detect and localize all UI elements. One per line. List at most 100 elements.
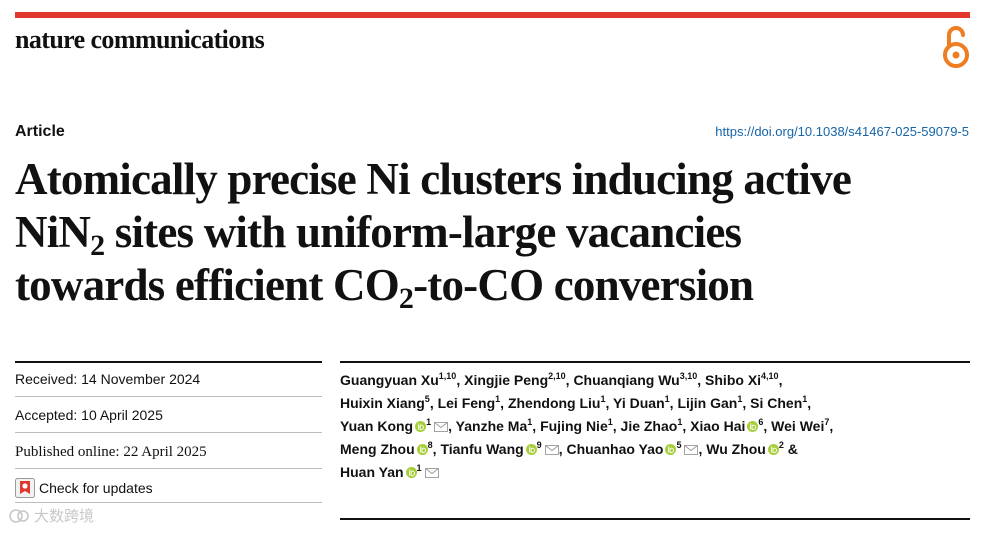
published-date: Published online: 22 April 2025 <box>15 444 207 460</box>
author-separator: , <box>669 395 678 411</box>
author-name[interactable]: Fujing Nie <box>540 418 608 434</box>
affiliation-superscript[interactable]: 1 <box>802 394 808 404</box>
orcid-icon[interactable] <box>415 421 427 432</box>
affiliation-superscript[interactable]: 1 <box>426 417 432 427</box>
author-entry: Yi Duan1, <box>613 394 678 412</box>
author-separator: , <box>448 418 456 434</box>
affiliation-superscript[interactable]: 7 <box>824 417 830 427</box>
affiliation-superscript[interactable]: 9 <box>536 440 542 450</box>
author-line: Huixin Xiang5, Lei Feng1, Zhendong Liu1,… <box>340 392 965 415</box>
affiliation-superscript[interactable]: 3,10 <box>679 371 698 381</box>
doi-link[interactable]: https://doi.org/10.1038/s41467-025-59079… <box>715 124 969 139</box>
author-name[interactable]: Lijin Gan <box>677 395 738 411</box>
author-name[interactable]: Tianfu Wang <box>440 441 524 457</box>
mail-icon[interactable] <box>684 445 699 455</box>
affiliation-superscript[interactable]: 1 <box>600 394 606 404</box>
author-separator: , <box>612 418 621 434</box>
title-line-3: towards efficient CO2-to-CO conversion <box>15 260 754 315</box>
author-name[interactable]: Yanzhe Ma <box>455 418 528 434</box>
author-entry: Xiao Hai 6, <box>690 417 772 435</box>
orcid-icon[interactable] <box>405 467 417 478</box>
mail-icon[interactable] <box>424 468 439 478</box>
affiliation-superscript[interactable]: 8 <box>427 440 433 450</box>
check-for-updates-label: Check for updates <box>39 480 153 496</box>
journal-name[interactable]: nature communications <box>15 25 265 54</box>
author-name[interactable]: Huixin Xiang <box>340 395 425 411</box>
author-line: Huan Yan 1 <box>340 461 965 484</box>
divider <box>15 432 322 433</box>
author-name[interactable]: Lei Feng <box>437 395 496 411</box>
affiliation-superscript[interactable]: 4,10 <box>761 371 779 381</box>
author-name[interactable]: Meng Zhou <box>340 441 415 457</box>
author-separator: , <box>500 395 508 411</box>
author-separator: , <box>698 441 707 457</box>
affiliation-superscript[interactable]: 1 <box>527 417 533 427</box>
open-access-lock-icon[interactable] <box>940 24 972 70</box>
author-entry: Wu Zhou 2 & <box>706 440 798 458</box>
author-name[interactable]: Zhendong Liu <box>507 395 601 411</box>
affiliation-superscript[interactable]: 1 <box>607 417 613 427</box>
author-separator: , <box>807 395 812 411</box>
author-separator: , <box>763 418 772 434</box>
author-name[interactable]: Si Chen <box>750 395 803 411</box>
title-line-2: NiN2 sites with uniform-large vacancies <box>15 207 742 262</box>
affiliation-superscript[interactable]: 1,10 <box>438 371 457 381</box>
author-entry: Jie Zhao1, <box>620 417 691 435</box>
dates-top-rule <box>15 361 322 363</box>
author-name[interactable]: Wu Zhou <box>706 441 766 457</box>
author-entry: Si Chen1, <box>750 394 812 412</box>
author-entry: Zhendong Liu1, <box>507 394 614 412</box>
author-name[interactable]: Chuanhao Yao <box>566 441 664 457</box>
author-name[interactable]: Shibo Xi <box>705 372 762 388</box>
orcid-icon[interactable] <box>665 444 677 455</box>
author-name[interactable]: Yi Duan <box>613 395 665 411</box>
author-separator: & <box>783 441 798 457</box>
article-title: Atomically precise Ni clusters inducing … <box>15 153 980 315</box>
author-separator: , <box>742 395 751 411</box>
affiliation-superscript[interactable]: 5 <box>424 394 430 404</box>
author-entry: Fujing Nie1, <box>540 417 621 435</box>
title-line-1: Atomically precise Ni clusters inducing … <box>15 154 852 204</box>
author-line: Yuan Kong 1, Yanzhe Ma1, Fujing Nie1, Jie… <box>340 415 965 438</box>
author-entry: Guangyuan Xu1,10, <box>340 371 464 389</box>
author-name[interactable]: Yuan Kong <box>340 418 414 434</box>
orcid-icon[interactable] <box>416 444 428 455</box>
author-name[interactable]: Xingjie Peng <box>464 372 549 388</box>
author-entry: Xingjie Peng2,10, <box>464 371 573 389</box>
orcid-icon[interactable] <box>747 421 759 432</box>
author-separator: , <box>558 441 567 457</box>
affiliation-superscript[interactable]: 2 <box>778 440 784 450</box>
author-entry: Yuan Kong 1, <box>340 417 456 435</box>
affiliation-superscript[interactable]: 2,10 <box>548 371 566 381</box>
author-name[interactable]: Guangyuan Xu <box>340 372 439 388</box>
affiliation-superscript[interactable]: 5 <box>676 440 682 450</box>
author-entry: Huixin Xiang5, <box>340 394 438 412</box>
affiliation-superscript[interactable]: 1 <box>677 417 683 427</box>
author-entry: Chuanqiang Wu3,10, <box>573 371 705 389</box>
author-name[interactable]: Xiao Hai <box>690 418 746 434</box>
affiliation-superscript[interactable]: 1 <box>416 463 422 473</box>
watermark-logo-icon <box>9 508 29 523</box>
affiliation-superscript[interactable]: 6 <box>758 417 764 427</box>
author-name[interactable]: Jie Zhao <box>620 418 678 434</box>
received-date: Received: 14 November 2024 <box>15 371 201 387</box>
orcid-icon[interactable] <box>767 444 779 455</box>
mail-icon[interactable] <box>434 422 449 432</box>
divider <box>15 502 322 503</box>
check-for-updates-button[interactable]: Check for updates <box>15 477 153 499</box>
mail-icon[interactable] <box>544 445 559 455</box>
author-separator: , <box>432 441 441 457</box>
author-separator: , <box>605 395 614 411</box>
affiliation-superscript[interactable]: 1 <box>495 394 501 404</box>
affiliation-superscript[interactable]: 1 <box>664 394 670 404</box>
author-name[interactable]: Chuanqiang Wu <box>573 372 680 388</box>
orcid-icon[interactable] <box>525 444 537 455</box>
author-separator: , <box>532 418 541 434</box>
author-name[interactable]: Wei Wei <box>771 418 825 434</box>
author-name[interactable]: Huan Yan <box>340 464 404 480</box>
author-list: Guangyuan Xu1,10, Xingjie Peng2,10, Chua… <box>340 369 965 484</box>
affiliation-superscript[interactable]: 1 <box>737 394 743 404</box>
author-entry: Huan Yan 1 <box>340 464 439 480</box>
divider <box>15 468 322 469</box>
author-separator: , <box>682 418 691 434</box>
